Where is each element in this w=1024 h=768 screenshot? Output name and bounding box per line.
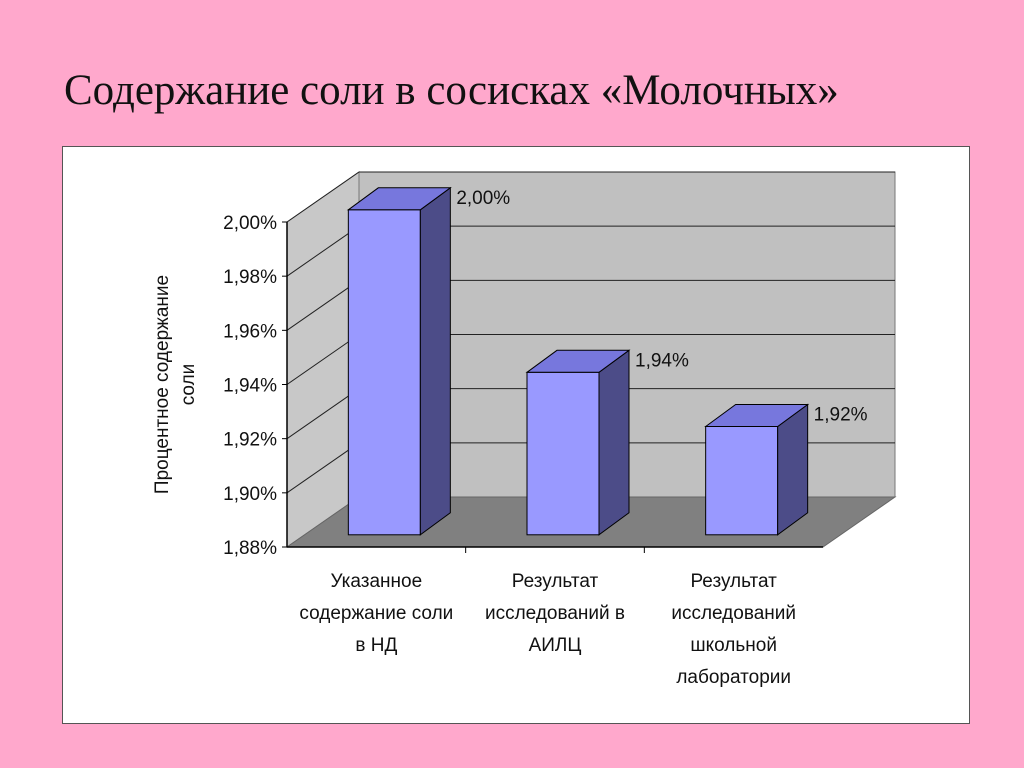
x-tick-label: Результат bbox=[512, 571, 599, 592]
bar-front bbox=[705, 425, 779, 536]
data-label: 2,00% bbox=[456, 188, 510, 209]
gridline-depth bbox=[286, 279, 360, 331]
bar bbox=[346, 186, 452, 536]
bar-top bbox=[525, 349, 631, 373]
y-axis-title: Процентное содержание bbox=[152, 275, 173, 494]
gridline-depth bbox=[286, 388, 360, 440]
data-label: 1,94% bbox=[635, 350, 689, 371]
gridline-depth bbox=[286, 442, 360, 494]
gridline-depth bbox=[286, 225, 360, 277]
gridline-depth bbox=[286, 171, 360, 223]
x-tick-label: школьной bbox=[690, 635, 777, 656]
y-tick-label: 1,98% bbox=[223, 267, 277, 288]
y-axis-title: соли bbox=[178, 364, 199, 406]
x-tick-label: исследований в bbox=[485, 603, 625, 624]
y-tick-label: 1,90% bbox=[223, 484, 277, 505]
bar-side bbox=[598, 349, 630, 536]
bar bbox=[525, 349, 631, 536]
x-tick-label: АИЛЦ bbox=[529, 635, 582, 656]
x-tick-label: содержание соли bbox=[299, 603, 453, 624]
bar-side bbox=[777, 403, 809, 536]
x-tick-label: Указанное bbox=[330, 571, 422, 592]
bar-front bbox=[347, 209, 421, 536]
bar-top bbox=[704, 403, 810, 427]
x-tick-label: исследований bbox=[671, 603, 796, 624]
bar bbox=[704, 403, 810, 536]
bar-chart: 2,00% 1,98% 1,96% 1,94% 1,92% 1,90% 1,88% 2,00%… bbox=[152, 171, 897, 688]
bar-top bbox=[346, 187, 452, 211]
y-tick-label: 1,92% bbox=[223, 430, 277, 451]
data-label: 1,92% bbox=[814, 404, 868, 425]
y-tick-label: 1,94% bbox=[223, 376, 277, 397]
y-tick-label: 2,00% bbox=[223, 213, 277, 234]
x-tick-label: лаборатории bbox=[676, 667, 791, 688]
bar-side bbox=[419, 186, 451, 536]
bar-front bbox=[526, 371, 600, 536]
slide-title: Содержание соли в сосисках «Молочных» bbox=[64, 67, 839, 114]
gridline-depth bbox=[286, 334, 360, 385]
x-tick-label: Результат bbox=[690, 571, 777, 592]
chart-frame: 2,00% 1,98% 1,96% 1,94% 1,92% 1,90% 1,88% 2,00%… bbox=[62, 146, 970, 724]
y-tick-label: 1,96% bbox=[223, 321, 277, 342]
x-tick-label: в НД bbox=[355, 635, 397, 656]
y-tick-label: 1,88% bbox=[223, 538, 277, 559]
